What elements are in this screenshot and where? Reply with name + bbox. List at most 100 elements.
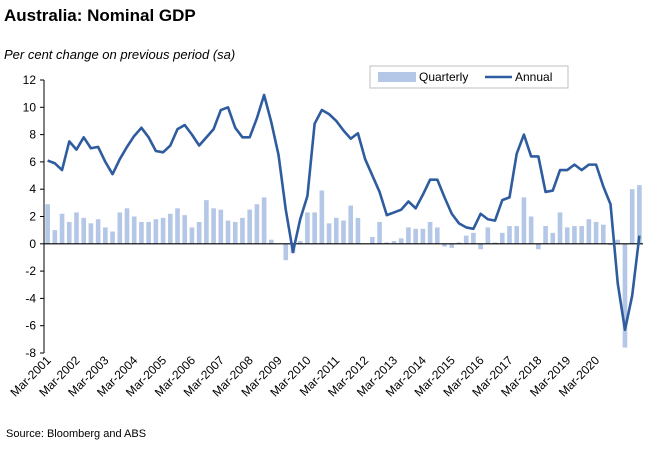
quarterly-bar — [499, 232, 505, 244]
quarterly-bar — [341, 220, 346, 244]
quarterly-bar — [355, 217, 361, 244]
quarterly-bar — [45, 204, 50, 244]
y-tick-label: -8 — [25, 346, 36, 360]
quarterly-bar — [564, 227, 570, 244]
quarterly-bar — [175, 208, 180, 244]
quarterly-bar — [528, 216, 534, 244]
quarterly-bar — [333, 217, 339, 244]
quarterly-bar — [463, 235, 469, 244]
quarterly-bar — [601, 224, 606, 244]
quarterly-bar — [124, 208, 130, 244]
quarterly-bar — [586, 219, 592, 244]
quarterly-bar — [110, 231, 115, 244]
source-note: Source: Bloomberg and ABS — [6, 428, 147, 440]
quarterly-bar — [427, 221, 433, 244]
quarterly-bar — [225, 220, 231, 244]
quarterly-bar — [413, 228, 418, 244]
quarterly-bar — [103, 227, 108, 244]
quarterly-bar — [74, 212, 79, 244]
quarterly-bar — [557, 212, 563, 244]
chart-title: Australia: Nominal GDP — [4, 6, 196, 25]
quarterly-bar — [442, 243, 447, 247]
quarterly-bar — [398, 238, 404, 244]
quarterly-bar — [81, 217, 86, 244]
quarterly-bar — [139, 221, 144, 244]
quarterly-bar — [629, 189, 635, 244]
quarterly-bar — [189, 227, 195, 244]
quarterly-bar — [370, 236, 375, 244]
quarterly-bar — [88, 223, 94, 244]
quarterly-bar — [319, 190, 325, 244]
annual-line-layer — [47, 93, 641, 332]
quarterly-bar — [492, 242, 498, 244]
quarterly-bar — [167, 213, 173, 244]
quarterly-bar — [182, 215, 188, 244]
quarterly-bar — [637, 185, 642, 244]
quarterly-bar — [536, 243, 541, 250]
quarterly-bar — [240, 217, 245, 244]
chart-subtitle: Per cent change on previous period (sa) — [4, 47, 236, 62]
quarterly-bar — [153, 219, 159, 244]
legend-swatch-quarterly — [378, 72, 416, 82]
quarterly-bar — [247, 209, 252, 244]
quarterly-bar — [232, 221, 238, 244]
quarterly-bar — [211, 208, 216, 244]
quarterly-bar — [478, 243, 483, 250]
y-tick-label: 8 — [29, 128, 36, 142]
quarterly-bar — [622, 243, 628, 348]
annual-line — [47, 93, 641, 332]
quarterly-bar — [196, 221, 202, 244]
quarterly-bar — [297, 241, 303, 244]
y-tick-label: -4 — [25, 291, 36, 305]
quarterly-bar — [615, 239, 621, 244]
quarterly-bar — [326, 223, 332, 244]
quarterly-bar — [218, 209, 224, 244]
quarterly-bar — [579, 226, 584, 244]
quarterly-bar — [254, 204, 260, 244]
quarterly-bar — [261, 197, 267, 244]
legend-label-annual: Annual — [515, 70, 552, 84]
quarterly-bar — [160, 217, 166, 244]
quarterly-bar — [521, 197, 527, 244]
quarterly-bar — [550, 232, 556, 244]
y-tick-label: -2 — [25, 264, 36, 278]
quarterly-bar — [305, 212, 310, 244]
quarterly-bar — [485, 227, 491, 244]
quarterly-bar — [269, 239, 274, 244]
quarterly-bars — [45, 185, 642, 348]
quarterly-bar — [66, 221, 72, 244]
quarterly-bar — [406, 227, 411, 244]
quarterly-bar — [384, 242, 390, 244]
y-tick-label: 6 — [29, 155, 36, 169]
quarterly-bar — [507, 226, 512, 244]
quarterly-bar — [514, 226, 520, 244]
legend-box — [369, 65, 569, 89]
quarterly-bar — [59, 213, 65, 244]
quarterly-bar — [312, 212, 317, 244]
quarterly-bar — [377, 221, 382, 244]
y-tick-label: 10 — [23, 100, 37, 114]
quarterly-bar — [471, 232, 476, 244]
quarterly-bar — [146, 221, 151, 244]
legend: Quarterly Annual — [369, 65, 569, 89]
quarterly-bar — [593, 221, 599, 244]
y-tick-label: 2 — [29, 210, 36, 224]
quarterly-bar — [52, 230, 58, 244]
quarterly-bar — [420, 228, 426, 244]
quarterly-bar — [348, 205, 354, 244]
quarterly-bar — [117, 212, 123, 244]
y-tick-label: 0 — [29, 237, 36, 251]
quarterly-bar — [456, 242, 462, 244]
quarterly-bar — [608, 243, 613, 246]
quarterly-bar — [95, 219, 101, 244]
y-tick-label: 4 — [29, 182, 36, 196]
quarterly-bar — [131, 216, 137, 244]
quarterly-bar — [391, 241, 397, 244]
quarterly-bar — [449, 243, 455, 248]
legend-label-quarterly: Quarterly — [419, 70, 468, 84]
y-tick-label: 12 — [23, 73, 37, 87]
quarterly-bar — [572, 226, 577, 244]
y-tick-label: -6 — [25, 319, 36, 333]
quarterly-bar — [543, 226, 548, 244]
